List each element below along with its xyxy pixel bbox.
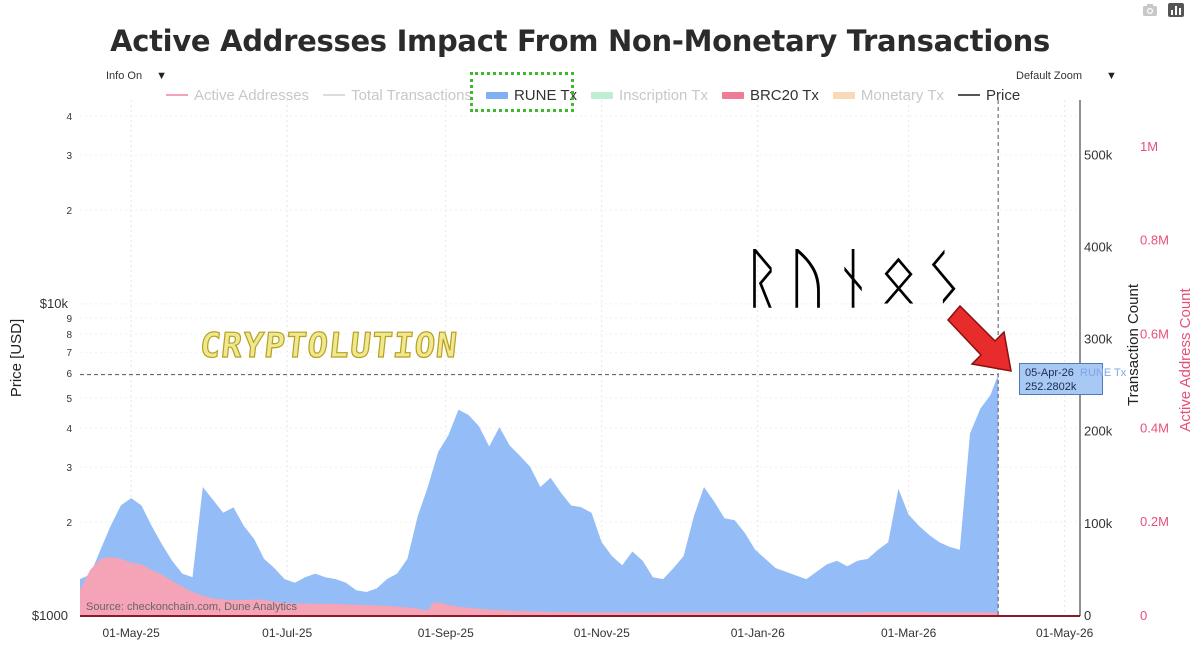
legend: Active Addresses Total Transactions RUNE T…: [166, 84, 1034, 106]
legend-swatch: [166, 94, 188, 96]
legend-label: Active Addresses: [194, 86, 310, 104]
price-tick-label: 2: [66, 518, 72, 529]
price-tick-label: $10k: [40, 296, 69, 311]
axes: [80, 100, 1081, 617]
aa-tick-label: 0.4M: [1140, 420, 1169, 435]
tx-tick-label: 500k: [1084, 147, 1113, 162]
aa-tick-label: 0.8M: [1140, 233, 1169, 248]
x-tick-label: 01-Nov-25: [574, 626, 630, 640]
tx-tick-label: 300k: [1084, 332, 1113, 347]
price-tick-label: 9: [66, 314, 72, 325]
price-tick-label: 5: [66, 394, 72, 405]
price-axis-label: Price [USD]: [8, 319, 25, 397]
tooltip-date: 05-Apr-26: [1025, 367, 1074, 379]
x-tick-label: 01-Jan-26: [731, 626, 785, 640]
chevron-down-icon: ▼: [1106, 70, 1117, 82]
chart-title: Active Addresses Impact From Non-Monetar…: [110, 24, 1050, 58]
info-toggle-dropdown[interactable]: Info On ▼: [98, 66, 176, 86]
tx-tick-label: 0: [1084, 608, 1091, 623]
legend-label: RUNE Tx: [513, 86, 578, 104]
legend-item-inscription-tx[interactable]: Inscription Tx: [591, 87, 708, 104]
zoom-label: Default Zoom: [1016, 70, 1083, 82]
legend-swatch: [485, 91, 508, 99]
legend-swatch: [832, 91, 855, 99]
aa-tick-label: 0.2M: [1140, 514, 1169, 529]
tick-labels: 01-May-25 01-Jul-25 01-Sep-25 01-Nov-25 01-J…: [8, 112, 1194, 640]
legend-label: Inscription Tx: [619, 86, 708, 104]
tx-axis-label: Transaction Count: [1125, 283, 1142, 406]
legend-item-brc20-tx[interactable]: BRC20 Tx: [721, 86, 819, 104]
area-rune-tx: [80, 374, 999, 616]
tx-tick-label: 100k: [1084, 516, 1113, 531]
x-tick-label: 01-Jul-25: [262, 626, 312, 640]
tx-tick-label: 200k: [1084, 424, 1113, 439]
legend-item-total-transactions[interactable]: Total Transactions: [323, 87, 472, 104]
price-tick-label: 4: [66, 424, 72, 435]
info-toggle-label: Info On: [106, 70, 143, 82]
hover-tooltip: 05-Apr-26 252.2802k: [1019, 363, 1103, 395]
aa-axis-label: Active Address Count: [1177, 287, 1194, 431]
arrow-annotation: [946, 304, 1012, 372]
legend-item-active-addresses[interactable]: Active Addresses: [166, 87, 309, 104]
price-tick-label: 4: [66, 112, 72, 123]
x-tick-label: 01-May-26: [1036, 626, 1094, 640]
legend-label: Total Transactions: [351, 86, 472, 104]
runes-annotation: ᚱᚢᚾᛟᛊ: [742, 240, 970, 317]
legend-swatch: [591, 91, 614, 99]
price-tick-label: 6: [66, 369, 72, 380]
price-tick-label: 8: [66, 330, 72, 341]
legend-item-price[interactable]: Price: [957, 86, 1021, 104]
aa-tick-label: 0: [1140, 608, 1147, 623]
tx-tick-label: 400k: [1084, 239, 1113, 254]
series-areas: [80, 374, 999, 616]
watermark: CRYPTOLUTION: [197, 325, 460, 366]
legend-label: Monetary Tx: [860, 86, 944, 104]
legend-label: Price: [985, 86, 1021, 104]
overlay: [80, 100, 999, 616]
legend-item-rune-tx[interactable]: RUNE Tx: [485, 86, 578, 104]
legend-swatch: [721, 91, 744, 99]
legend-highlight-box: [470, 72, 574, 112]
price-tick-label: $1000: [32, 608, 68, 623]
legend-label: BRC20 Tx: [749, 86, 819, 104]
tooltip-value: 252.2802k: [1025, 381, 1077, 393]
price-tick-label: 3: [66, 151, 72, 162]
bar-chart-icon[interactable]: [1168, 3, 1184, 17]
legend-item-monetary-tx[interactable]: Monetary Tx: [832, 86, 944, 104]
price-tick-label: 2: [66, 206, 72, 217]
tooltip-series-tag: RUNE Tx: [1080, 367, 1127, 379]
aa-tick-label: 0.6M: [1140, 327, 1169, 342]
x-tick-label: 01-May-25: [102, 626, 160, 640]
price-tick-label: 3: [66, 463, 72, 474]
legend-swatch: [957, 94, 980, 96]
x-tick-label: 01-Mar-26: [881, 626, 937, 640]
camera-icon[interactable]: [1142, 3, 1158, 17]
source-note: Source: checkonchain.com, Dune Analytics: [86, 601, 297, 613]
area-brc20-tx: [80, 557, 999, 616]
legend-swatch: [323, 94, 346, 96]
chevron-down-icon: ▼: [156, 70, 167, 82]
aa-tick-label: 1M: [1140, 139, 1158, 154]
zoom-dropdown[interactable]: Default Zoom ▼: [1008, 66, 1120, 86]
price-tick-label: 7: [66, 348, 72, 359]
x-tick-label: 01-Sep-25: [418, 626, 474, 640]
